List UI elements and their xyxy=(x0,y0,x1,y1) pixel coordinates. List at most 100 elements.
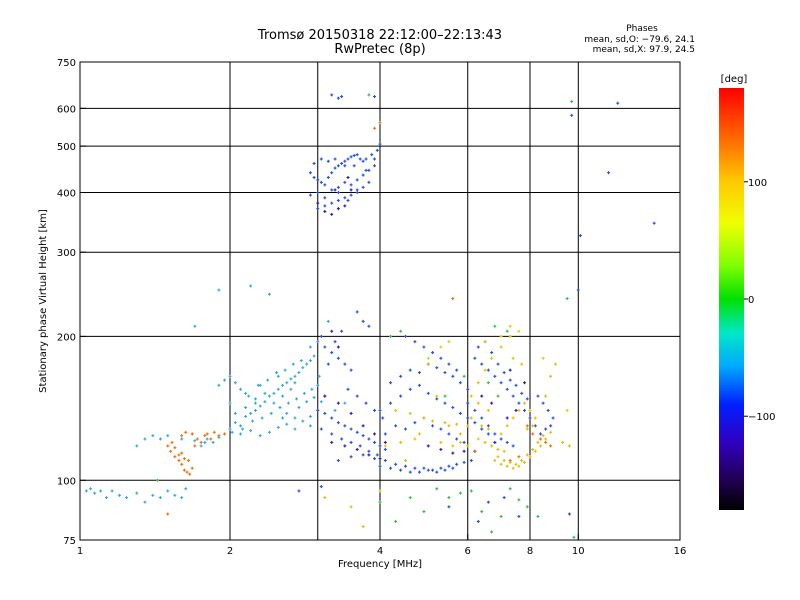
data-point xyxy=(135,491,139,495)
data-point xyxy=(536,514,540,518)
data-point xyxy=(293,381,297,385)
data-point xyxy=(343,204,347,208)
data-point xyxy=(291,362,295,366)
data-point xyxy=(361,525,365,529)
data-point xyxy=(413,421,417,425)
data-point xyxy=(205,432,209,436)
y-axis-label: Stationary phase Virtual Height [km] xyxy=(38,209,49,393)
data-point xyxy=(330,416,334,420)
data-point xyxy=(364,401,368,405)
data-point xyxy=(317,374,321,378)
data-point xyxy=(403,458,407,462)
data-point xyxy=(408,368,412,372)
data-point xyxy=(480,510,484,514)
data-point xyxy=(549,430,553,434)
data-point xyxy=(99,489,103,493)
data-point xyxy=(466,424,470,428)
data-point xyxy=(533,449,537,453)
data-point xyxy=(258,383,262,387)
data-point xyxy=(346,387,350,391)
data-point xyxy=(185,470,189,474)
data-point xyxy=(166,489,170,493)
y-tick-label: 100 xyxy=(57,476,76,487)
data-point xyxy=(502,496,506,500)
data-point xyxy=(403,464,407,468)
data-point xyxy=(528,455,532,459)
data-point xyxy=(381,416,385,420)
data-point xyxy=(458,411,462,415)
data-point xyxy=(408,470,412,474)
data-point xyxy=(316,190,320,194)
data-point xyxy=(343,362,347,366)
data-point xyxy=(378,408,382,412)
data-point xyxy=(505,440,509,444)
data-point xyxy=(190,432,194,436)
data-point xyxy=(551,416,555,420)
data-point xyxy=(340,161,344,165)
data-point xyxy=(349,368,353,372)
data-point xyxy=(476,345,480,349)
data-point xyxy=(355,430,359,434)
data-point xyxy=(104,496,108,500)
data-point xyxy=(413,437,417,441)
data-point xyxy=(499,432,503,436)
data-point xyxy=(508,487,512,491)
data-point xyxy=(378,457,382,461)
data-point xyxy=(520,458,524,462)
data-point xyxy=(455,368,459,372)
data-point xyxy=(310,387,314,391)
data-point xyxy=(373,440,377,444)
data-point xyxy=(389,381,393,385)
data-point xyxy=(319,427,323,431)
data-point xyxy=(417,383,421,387)
data-point xyxy=(511,416,515,420)
data-point xyxy=(531,424,535,428)
data-point xyxy=(330,171,334,175)
data-point xyxy=(272,401,276,405)
data-point xyxy=(323,183,327,187)
data-point xyxy=(517,329,521,333)
data-point xyxy=(190,466,194,470)
data-point xyxy=(297,371,301,375)
data-point xyxy=(188,472,192,476)
data-point xyxy=(209,437,213,441)
data-point xyxy=(253,397,257,401)
data-point xyxy=(473,421,477,425)
data-point xyxy=(158,496,162,500)
data-point xyxy=(486,432,490,436)
data-point xyxy=(476,401,480,405)
data-point xyxy=(490,356,494,360)
data-point xyxy=(323,496,327,500)
data-point xyxy=(431,351,435,355)
data-point xyxy=(343,180,347,184)
data-point xyxy=(473,356,477,360)
data-point xyxy=(230,430,234,434)
data-point xyxy=(267,394,271,398)
data-point xyxy=(373,157,377,161)
data-point xyxy=(505,424,509,428)
data-point xyxy=(367,168,371,172)
data-point xyxy=(333,340,337,344)
data-point xyxy=(349,183,353,187)
data-point xyxy=(355,394,359,398)
data-point xyxy=(333,408,337,412)
data-point xyxy=(373,457,377,461)
data-point xyxy=(193,439,197,443)
data-point xyxy=(186,458,190,462)
data-point xyxy=(483,368,487,372)
data-point xyxy=(336,164,340,168)
data-point xyxy=(413,466,417,470)
data-point xyxy=(531,447,535,451)
data-point xyxy=(373,408,377,412)
data-point xyxy=(486,424,490,428)
data-point xyxy=(399,440,403,444)
data-point xyxy=(166,444,170,448)
data-point xyxy=(426,444,430,448)
data-point xyxy=(565,408,569,412)
data-point xyxy=(502,371,506,375)
data-point xyxy=(426,362,430,366)
data-point xyxy=(422,345,426,349)
x-tick-label: 2 xyxy=(227,546,233,557)
data-point xyxy=(408,496,412,500)
data-point xyxy=(343,159,347,163)
